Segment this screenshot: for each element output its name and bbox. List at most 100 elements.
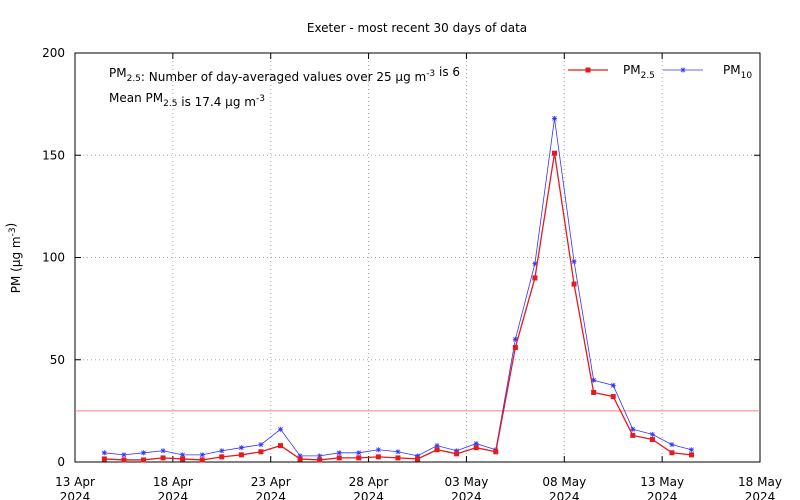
data-point <box>512 344 518 350</box>
x-tick-label: 13 May 2024 <box>640 475 684 500</box>
x-tick-line: 18 Apr <box>153 475 193 489</box>
data-point <box>141 450 146 456</box>
data-point <box>532 261 538 267</box>
x-tick-label: 13 Apr 2024 <box>55 475 95 500</box>
data-point <box>552 115 557 121</box>
text-segment: : Number of day-averaged values over 25 … <box>141 70 426 84</box>
x-tick-label: 28 Apr 2024 <box>349 475 389 500</box>
x-tick-line: 13 Apr <box>55 475 95 489</box>
data-point <box>278 443 283 449</box>
x-tick-line: 2024 <box>60 490 91 500</box>
data-point <box>141 457 146 463</box>
text-segment: is 17.4 µg m <box>177 95 256 109</box>
data-point <box>101 456 107 462</box>
x-tick-line: 28 Apr <box>349 475 389 489</box>
data-point <box>160 455 166 461</box>
data-point <box>649 431 655 437</box>
x-tick-line: 23 Apr <box>251 475 291 489</box>
data-point <box>689 452 694 458</box>
text-segment: PM <box>109 66 127 80</box>
x-tick-label: 08 May 2024 <box>542 475 586 500</box>
text-segment: -3 <box>426 69 435 79</box>
x-tick-line: 2024 <box>451 490 482 500</box>
x-tick-label: 18 Apr 2024 <box>153 475 193 500</box>
text-segment: 10 <box>741 71 753 81</box>
y-tick-label: 50 <box>50 353 65 367</box>
data-point <box>473 441 479 447</box>
data-point <box>121 452 127 458</box>
text-segment: 2.5 <box>127 74 141 84</box>
data-point <box>571 281 577 287</box>
data-point <box>238 452 244 458</box>
x-tick-line: 2024 <box>647 490 678 500</box>
data-point <box>199 457 205 463</box>
series-line <box>104 118 692 457</box>
text-segment: Mean PM <box>109 91 163 105</box>
data-point <box>336 450 342 456</box>
series-line <box>104 153 692 461</box>
data-point <box>669 450 675 456</box>
data-point <box>552 150 557 156</box>
data-point <box>434 447 440 453</box>
annotation: PM2.5: Number of day-averaged values ove… <box>109 65 460 84</box>
data-point <box>473 445 479 451</box>
y-tick-label: 200 <box>42 46 65 60</box>
legend-marker <box>680 67 686 73</box>
x-tick-line: 18 May <box>738 475 782 489</box>
data-point <box>415 456 420 462</box>
text-segment: PM (µg m <box>9 236 23 293</box>
data-point <box>591 377 597 383</box>
x-tick-line: 13 May <box>640 475 684 489</box>
x-tick-line: 08 May <box>542 475 586 489</box>
x-tick-label: 03 May 2024 <box>444 475 488 500</box>
legend-label: PM2.5 <box>623 63 655 81</box>
x-tick-label: 23 Apr 2024 <box>251 475 291 500</box>
data-point <box>317 457 323 463</box>
y-axis-label: PM (µg m-3) <box>4 223 23 294</box>
data-point <box>630 426 636 432</box>
data-point <box>180 456 186 462</box>
text-segment: PM <box>623 63 641 77</box>
data-point <box>121 457 127 463</box>
data-point <box>610 382 616 388</box>
data-point <box>356 455 362 461</box>
data-point <box>356 450 362 456</box>
data-point <box>591 389 597 395</box>
x-tick-line: 2024 <box>255 490 286 500</box>
data-point <box>395 455 401 461</box>
plot-border <box>74 52 761 463</box>
data-point <box>180 452 186 458</box>
y-tick-label: 100 <box>42 251 65 265</box>
x-tick-line: 2024 <box>745 490 776 500</box>
data-point <box>434 443 440 449</box>
data-point <box>219 454 225 460</box>
x-tick-line: 2024 <box>158 490 189 500</box>
legend-marker <box>585 67 591 73</box>
data-point <box>512 336 518 342</box>
y-tick-label: 150 <box>42 148 65 162</box>
data-point <box>630 432 636 438</box>
text-segment: -3 <box>8 227 18 236</box>
data-point <box>454 451 460 457</box>
data-point <box>336 455 342 461</box>
data-point <box>297 453 303 459</box>
annotation: Mean PM2.5 is 17.4 µg m-3 <box>109 91 265 109</box>
data-point <box>199 452 205 458</box>
text-segment: PM <box>723 63 741 77</box>
data-point <box>297 456 303 462</box>
text-segment: 2.5 <box>163 99 177 109</box>
text-segment: 2.5 <box>641 71 655 81</box>
data-point <box>610 394 616 400</box>
data-point <box>101 450 107 456</box>
data-point <box>689 447 694 453</box>
data-point <box>258 442 264 448</box>
data-point <box>532 275 538 281</box>
data-point <box>493 449 499 455</box>
text-segment: is 6 <box>435 65 460 79</box>
data-point <box>395 449 401 455</box>
chart-title: Exeter - most recent 30 days of data <box>307 21 527 35</box>
data-point <box>649 437 655 443</box>
data-point <box>238 445 244 451</box>
x-tick-label: 18 May 2024 <box>738 475 782 500</box>
data-point <box>258 449 264 455</box>
